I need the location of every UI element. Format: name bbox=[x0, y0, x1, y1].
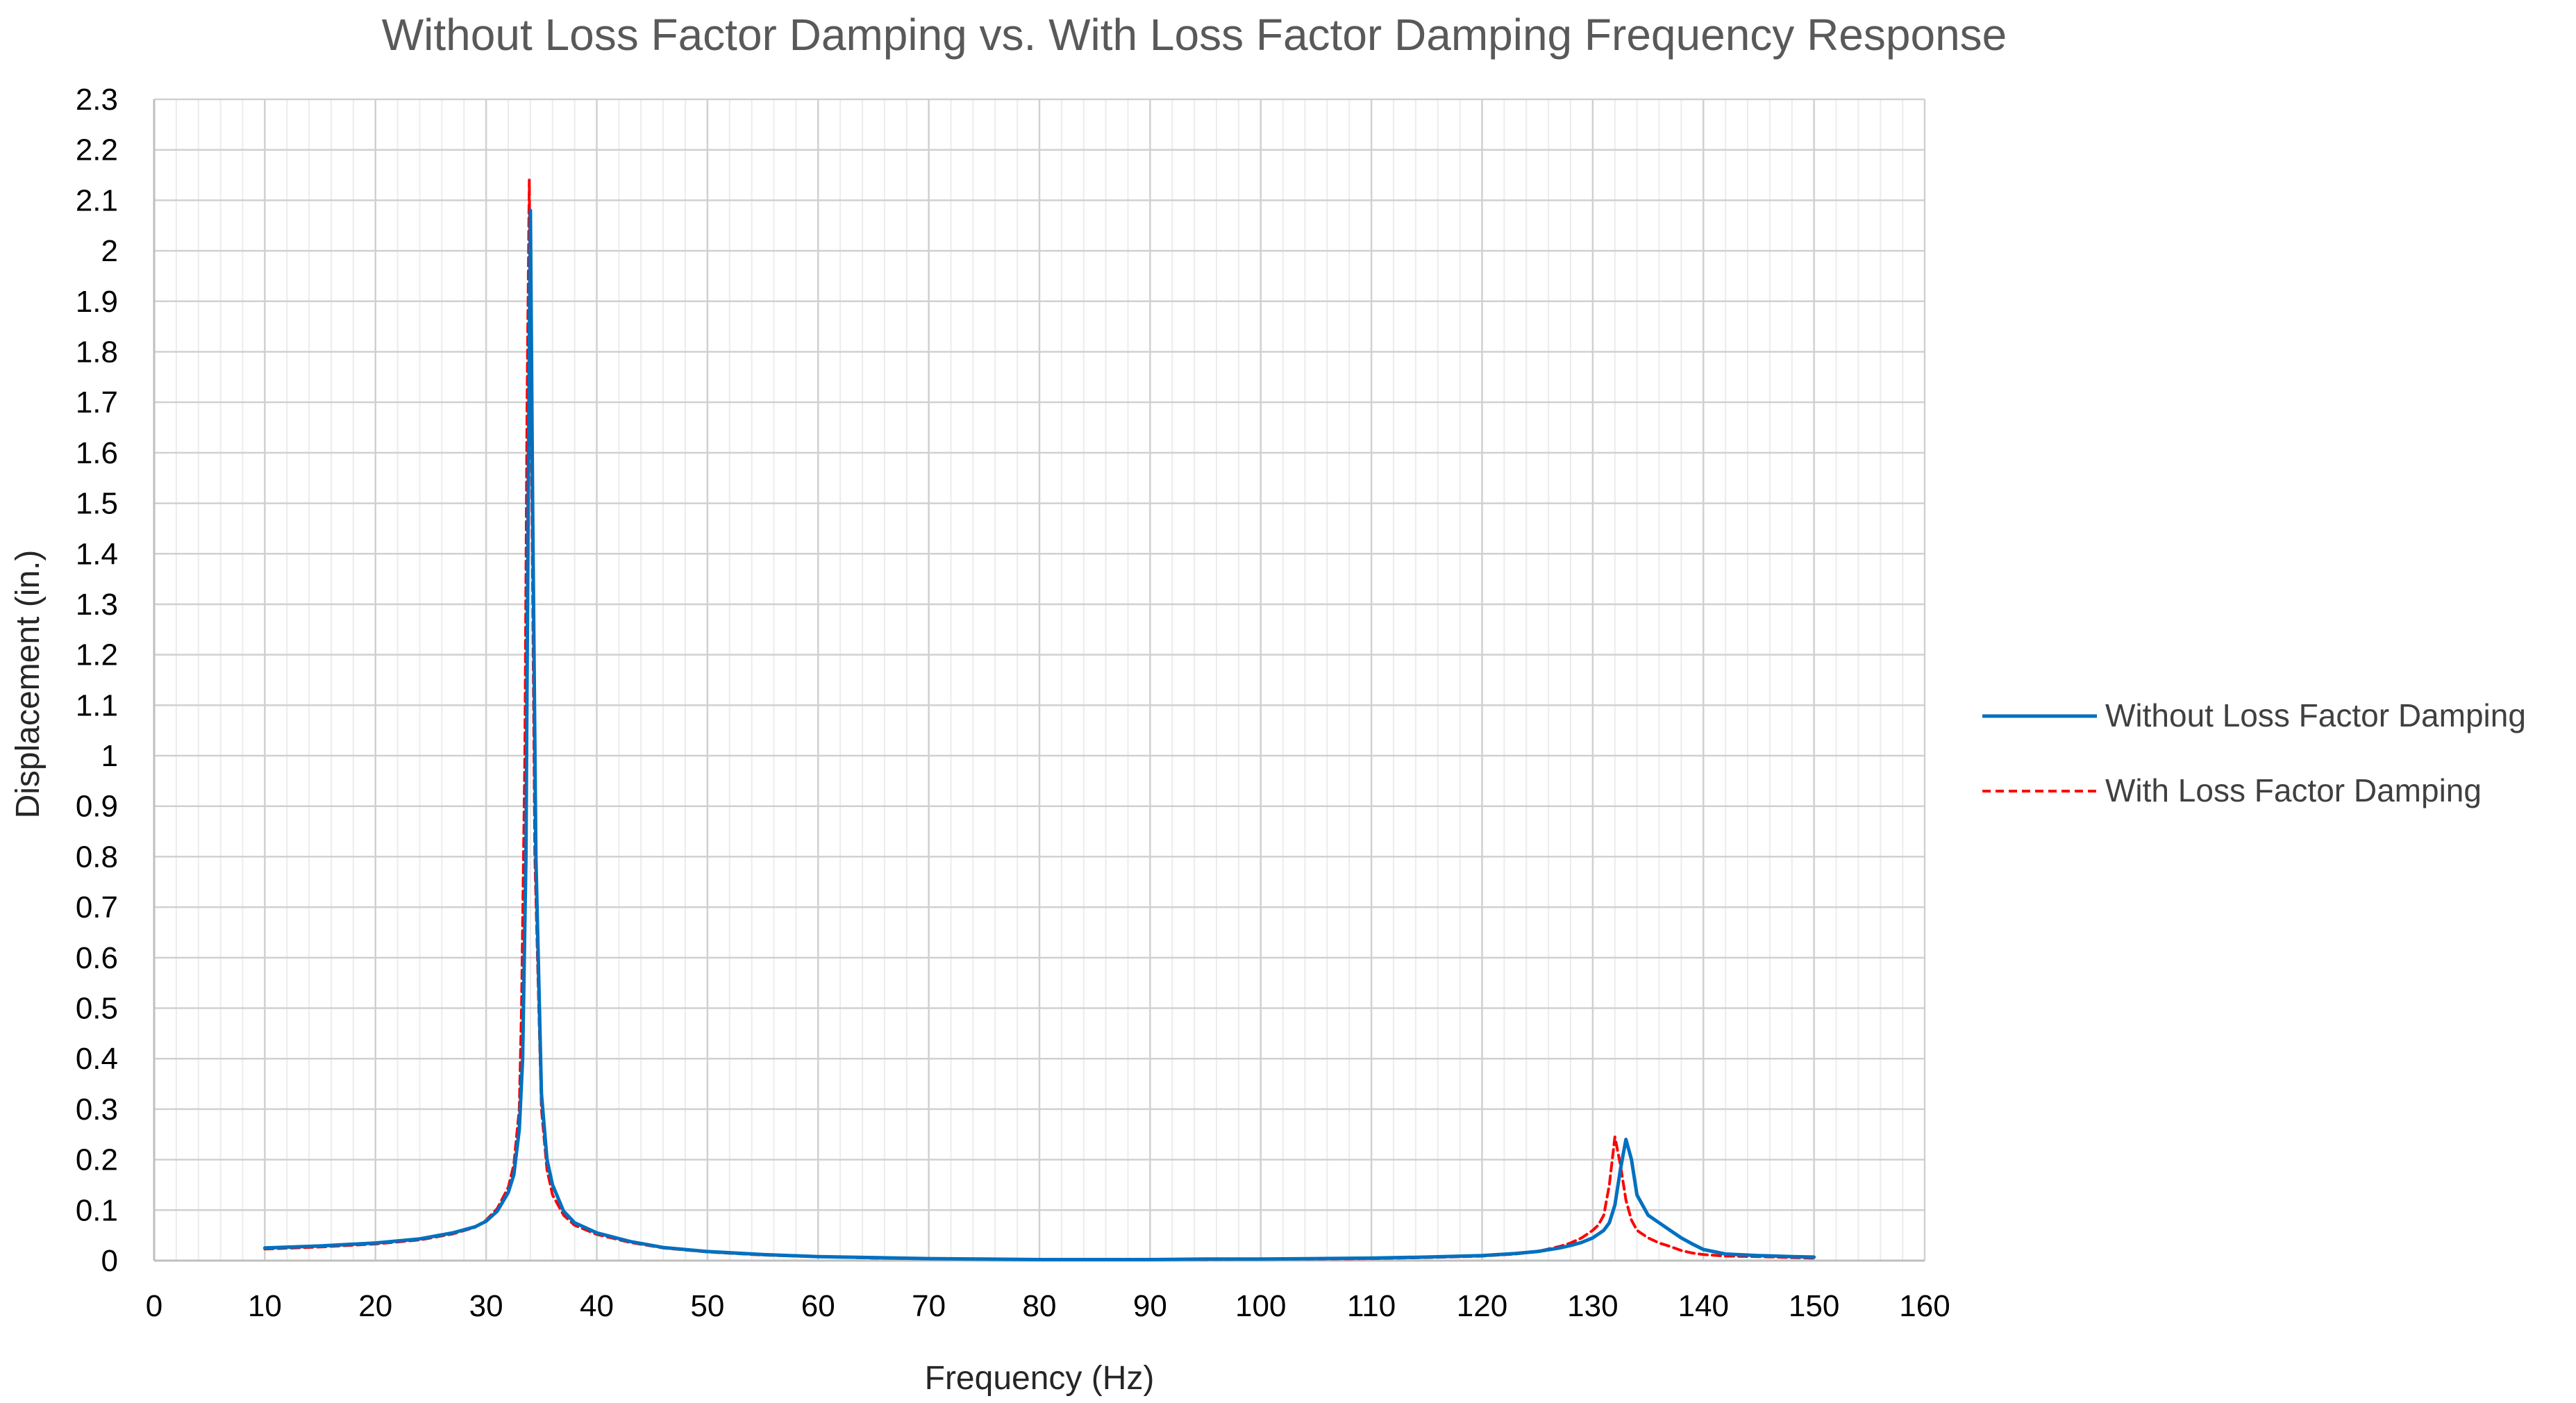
x-axis-tick-labels: 0 10 20 30 40 50 60 70 80 90 100 110 120 130 140 150 160 bbox=[146, 1289, 1950, 1323]
y-tick-label: 1.3 bbox=[76, 588, 118, 622]
x-axis-title: Frequency (Hz) bbox=[925, 1360, 1155, 1397]
y-axis-title: Displacement (in.) bbox=[10, 550, 47, 819]
y-tick-label: 1.1 bbox=[76, 688, 118, 722]
y-tick-label: 0.8 bbox=[76, 840, 118, 874]
x-tick-label: 30 bbox=[469, 1289, 503, 1323]
x-tick-label: 70 bbox=[912, 1289, 946, 1323]
y-tick-label: 0.4 bbox=[76, 1042, 118, 1076]
minor-gridlines bbox=[175, 99, 1904, 1261]
y-tick-label: 2.3 bbox=[76, 83, 118, 117]
x-tick-label: 40 bbox=[580, 1289, 614, 1323]
legend-label-without-damping: Without Loss Factor Damping bbox=[2105, 697, 2526, 733]
y-tick-label: 0.3 bbox=[76, 1093, 118, 1127]
y-axis-tick-labels: 0 0.1 0.2 0.3 0.4 0.5 0.6 0.7 0.8 0.9 1 1.1 1.2 1.3 1.… bbox=[76, 83, 118, 1278]
y-tick-label: 2.1 bbox=[76, 183, 118, 217]
y-tick-label: 2 bbox=[101, 234, 118, 268]
y-tick-label: 0.2 bbox=[76, 1143, 118, 1177]
y-tick-label: 0.7 bbox=[76, 890, 118, 924]
x-tick-label: 150 bbox=[1789, 1289, 1839, 1323]
x-tick-label: 20 bbox=[358, 1289, 392, 1323]
x-tick-label: 80 bbox=[1023, 1289, 1057, 1323]
legend-item-with-damping: With Loss Factor Damping bbox=[1982, 772, 2482, 808]
y-tick-label: 1.8 bbox=[76, 335, 118, 369]
data-series bbox=[262, 179, 1816, 1261]
x-tick-label: 160 bbox=[1899, 1289, 1950, 1323]
y-tick-label: 0.6 bbox=[76, 941, 118, 975]
y-tick-label: 1.5 bbox=[76, 487, 118, 521]
y-tick-label: 2.2 bbox=[76, 133, 118, 167]
series-line-without-damping bbox=[262, 208, 1816, 1261]
x-tick-label: 10 bbox=[248, 1289, 282, 1323]
x-tick-label: 110 bbox=[1347, 1289, 1396, 1323]
x-tick-label: 140 bbox=[1678, 1289, 1729, 1323]
major-gridlines bbox=[153, 98, 1926, 1262]
y-tick-label: 1.4 bbox=[76, 537, 118, 571]
chart-legend: Without Loss Factor Damping With Loss Fa… bbox=[1982, 697, 2526, 808]
x-tick-label: 60 bbox=[801, 1289, 835, 1323]
y-tick-label: 0.1 bbox=[76, 1193, 118, 1227]
x-tick-label: 0 bbox=[146, 1289, 162, 1323]
x-tick-label: 90 bbox=[1133, 1289, 1167, 1323]
x-tick-label: 130 bbox=[1567, 1289, 1618, 1323]
chart-title: Without Loss Factor Damping vs. With Los… bbox=[382, 10, 2007, 60]
y-tick-label: 0 bbox=[101, 1244, 118, 1278]
y-tick-label: 0.9 bbox=[76, 790, 118, 824]
legend-item-without-damping: Without Loss Factor Damping bbox=[1982, 697, 2526, 733]
y-tick-label: 1 bbox=[101, 739, 118, 773]
y-tick-label: 1.2 bbox=[76, 638, 118, 672]
x-tick-label: 50 bbox=[690, 1289, 724, 1323]
y-tick-label: 1.7 bbox=[76, 385, 118, 420]
x-tick-label: 100 bbox=[1235, 1289, 1286, 1323]
x-tick-label: 120 bbox=[1457, 1289, 1507, 1323]
y-tick-label: 1.6 bbox=[76, 436, 118, 470]
legend-label-with-damping: With Loss Factor Damping bbox=[2105, 772, 2482, 808]
y-tick-label: 0.5 bbox=[76, 992, 118, 1026]
y-tick-label: 1.9 bbox=[76, 285, 118, 319]
